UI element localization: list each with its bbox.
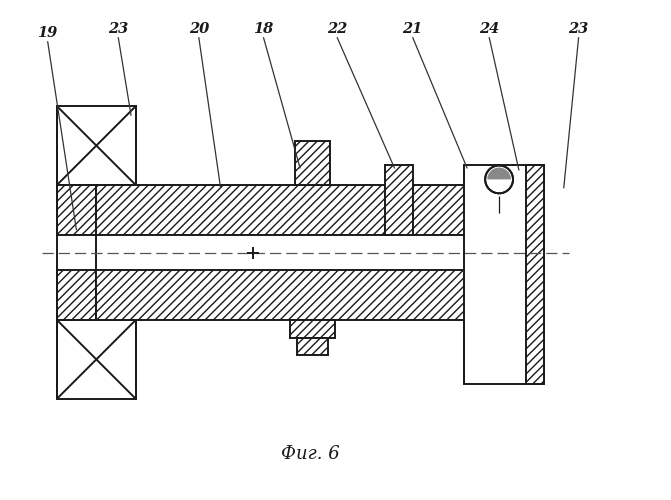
Bar xyxy=(297,338,328,355)
Bar xyxy=(56,106,136,186)
Text: 23: 23 xyxy=(568,22,588,36)
Text: Фиг. 6: Фиг. 6 xyxy=(280,445,340,463)
Bar xyxy=(464,166,544,384)
Wedge shape xyxy=(487,168,511,179)
Bar xyxy=(291,320,335,338)
Bar xyxy=(295,140,330,186)
Bar xyxy=(97,270,489,320)
Bar xyxy=(97,186,489,235)
Text: 22: 22 xyxy=(327,22,347,36)
Bar xyxy=(526,166,544,384)
Text: 18: 18 xyxy=(253,22,274,36)
Text: 24: 24 xyxy=(479,22,499,36)
Text: 20: 20 xyxy=(189,22,209,36)
Bar xyxy=(56,186,97,235)
Text: 19: 19 xyxy=(38,26,58,40)
Text: 23: 23 xyxy=(108,22,128,36)
Bar xyxy=(56,270,97,320)
Circle shape xyxy=(485,166,513,194)
Bar xyxy=(56,320,136,399)
Bar xyxy=(384,166,413,235)
Text: 21: 21 xyxy=(403,22,423,36)
